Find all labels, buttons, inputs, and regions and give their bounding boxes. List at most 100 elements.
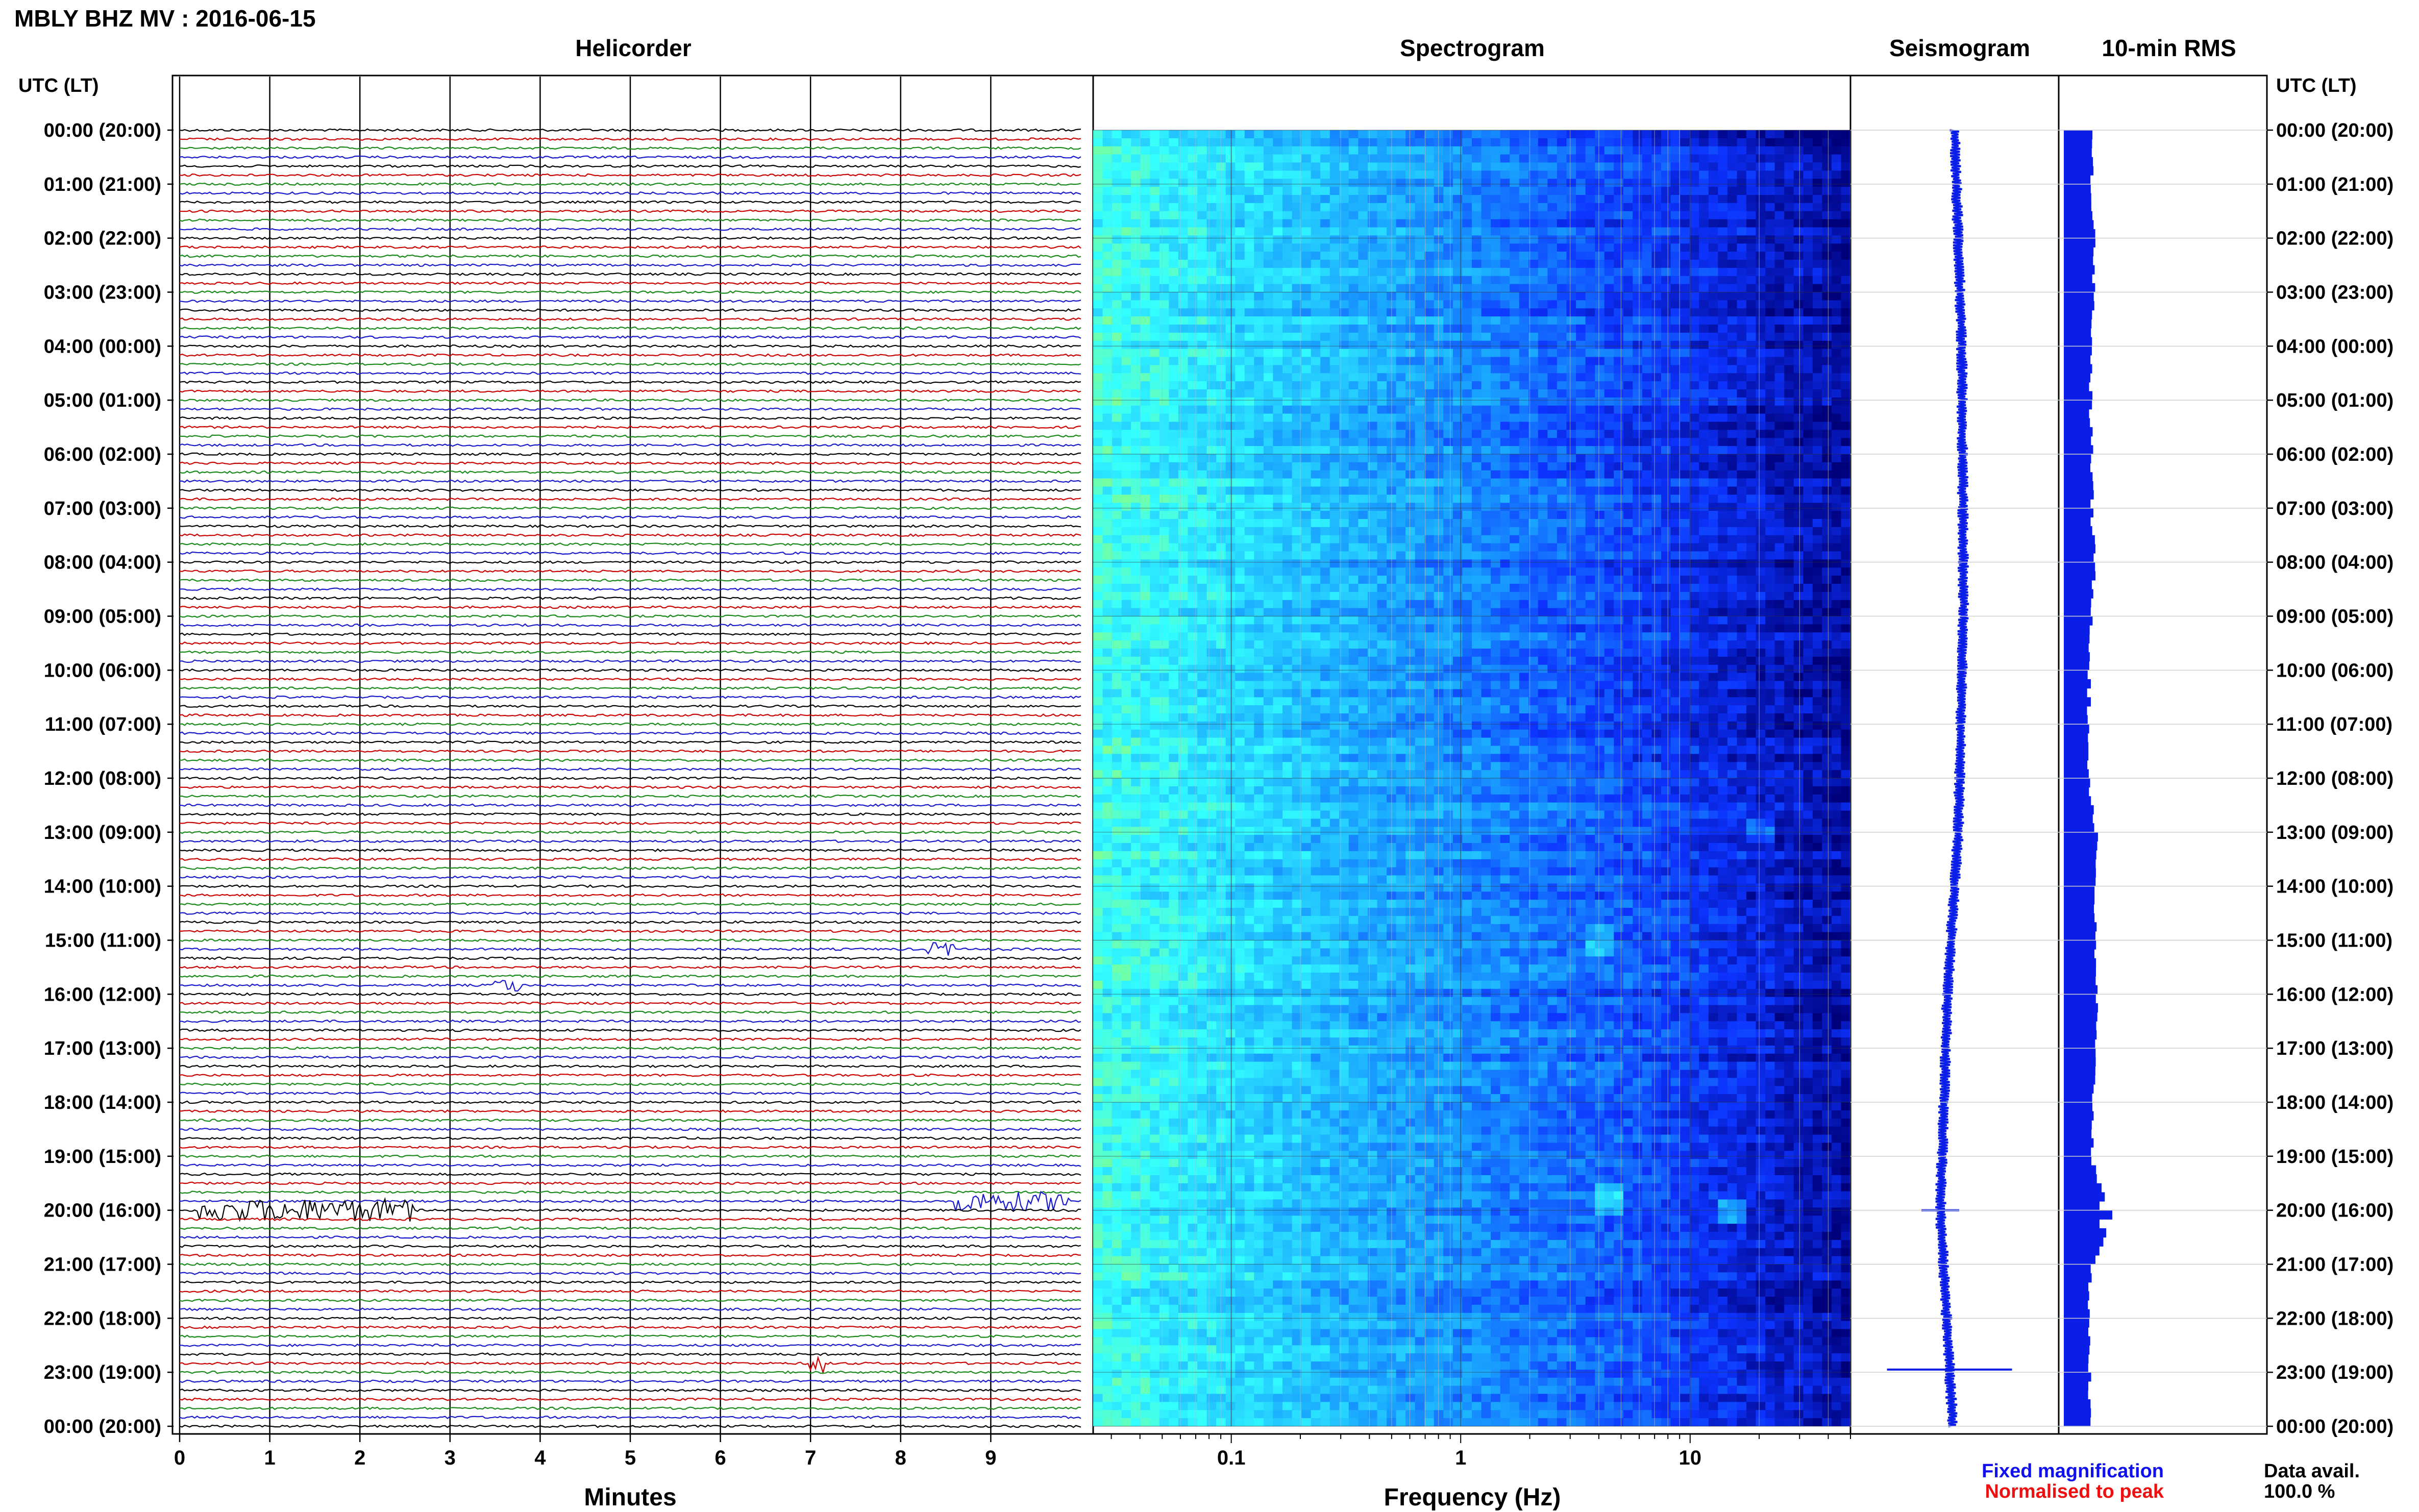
spectrogram-cell — [1329, 252, 1340, 260]
spectrogram-cell — [1651, 138, 1662, 147]
spectrogram-cell — [1689, 252, 1699, 260]
spectrogram-cell — [1699, 187, 1709, 195]
spectrogram-cell — [1746, 170, 1757, 179]
spectrogram-cell — [1614, 170, 1624, 179]
spectrogram-cell — [1727, 195, 1737, 204]
spectrogram-cell — [1367, 308, 1378, 317]
spectrogram-cell — [1197, 267, 1207, 277]
spectrogram-cell — [1254, 340, 1264, 350]
spectrogram-cell — [1434, 430, 1444, 438]
spectrogram-cell — [1793, 267, 1804, 277]
spectrogram-cell — [1547, 559, 1558, 568]
spectrogram-cell — [1424, 454, 1435, 463]
spectrogram-cell — [1452, 146, 1463, 155]
spectrogram-cell — [1557, 438, 1567, 447]
spectrogram-cell — [1841, 405, 1850, 414]
spectrogram-cell — [1112, 486, 1122, 495]
spectrogram-cell — [1708, 170, 1718, 179]
spectrogram-cell — [1481, 470, 1491, 479]
spectrogram-cell — [1093, 462, 1103, 471]
spectrogram-cell — [1784, 179, 1794, 187]
spectrogram-cell — [1169, 179, 1179, 187]
spectrogram-cell — [1604, 503, 1614, 511]
spectrogram-cell — [1585, 567, 1595, 576]
spectrogram-cell — [1510, 397, 1520, 406]
spectrogram-cell — [1254, 535, 1264, 544]
spectrogram-cell — [1329, 397, 1340, 406]
spectrogram-cell — [1718, 430, 1728, 438]
spectrogram-cell — [1510, 162, 1520, 171]
spectrogram-cell — [1633, 203, 1643, 212]
spectrogram-cell — [1121, 260, 1131, 268]
spectrogram-cell — [1329, 608, 1340, 617]
spectrogram-cell — [1576, 243, 1586, 252]
spectrogram-cell — [1708, 154, 1718, 163]
spectrogram-cell — [1519, 340, 1529, 350]
helicorder-trace — [179, 380, 1081, 384]
spectrogram-cell — [1557, 462, 1567, 471]
spectrogram-cell — [1311, 511, 1321, 519]
spectrogram-cell — [1263, 300, 1274, 309]
spectrogram-cell — [1576, 511, 1586, 519]
spectrogram-cell — [1178, 454, 1189, 463]
spectrogram-cell — [1661, 535, 1671, 544]
spectrogram-cell — [1708, 227, 1718, 236]
spectrogram-cell — [1528, 219, 1539, 228]
spectrogram-cell — [1396, 422, 1406, 430]
spectrogram-cell — [1102, 284, 1113, 293]
spectrogram-cell — [1680, 340, 1690, 350]
spectrogram-cell — [1235, 365, 1245, 374]
helicorder-trace — [179, 911, 1081, 915]
spectrogram-cell — [1244, 252, 1254, 260]
spectrogram-cell — [1557, 130, 1567, 139]
spectrogram-cell — [1547, 486, 1558, 495]
spectrogram-cell — [1642, 211, 1652, 220]
spectrogram-cell — [1282, 462, 1293, 471]
spectrogram-cell — [1311, 535, 1321, 544]
spectrogram-cell — [1225, 576, 1236, 584]
spectrogram-cell — [1263, 154, 1274, 163]
spectrogram-cell — [1339, 195, 1349, 204]
spectrogram-cell — [1670, 154, 1681, 163]
spectrogram-cell — [1348, 365, 1359, 374]
spectrogram-cell — [1604, 187, 1614, 195]
spectrogram-cell — [1519, 478, 1529, 487]
spectrogram-cell — [1301, 325, 1312, 333]
spectrogram-cell — [1348, 162, 1359, 171]
spectrogram-cell — [1150, 138, 1160, 147]
spectrogram-cell — [1566, 511, 1576, 519]
spectrogram-cell — [1538, 138, 1548, 147]
spectrogram-cell — [1206, 154, 1217, 163]
spectrogram-cell — [1472, 584, 1482, 592]
spectrogram-cell — [1689, 470, 1699, 479]
spectrogram-cell — [1396, 179, 1406, 187]
spectrogram-cell — [1188, 170, 1198, 179]
spectrogram-cell — [1320, 332, 1330, 341]
spectrogram-cell — [1481, 519, 1491, 528]
spectrogram-cell — [1519, 535, 1529, 544]
spectrogram-cell — [1282, 567, 1293, 576]
spectrogram-cell — [1633, 535, 1643, 544]
spectrogram-cell — [1746, 195, 1757, 204]
spectrogram-cell — [1093, 470, 1103, 479]
spectrogram-cell — [1093, 446, 1103, 455]
spectrogram-cell — [1633, 300, 1643, 309]
spectrogram-cell — [1462, 276, 1472, 285]
spectrogram-cell — [1557, 511, 1567, 519]
spectrogram-cell — [1699, 470, 1709, 479]
spectrogram-cell — [1793, 219, 1804, 228]
spectrogram-cell — [1831, 252, 1842, 260]
spectrogram-cell — [1793, 179, 1804, 187]
spectrogram-cell — [1708, 430, 1718, 438]
spectrogram-cell — [1159, 219, 1169, 228]
spectrogram-cell — [1699, 535, 1709, 544]
helicorder-trace — [179, 938, 1081, 942]
spectrogram-cell — [1595, 276, 1605, 285]
spectrogram-cell — [1396, 300, 1406, 309]
spectrogram-cell — [1159, 478, 1169, 487]
spectrogram-cell — [1377, 179, 1387, 187]
spectrogram-cell — [1481, 203, 1491, 212]
spectrogram-cell — [1263, 494, 1274, 503]
spectrogram-cell — [1803, 470, 1813, 479]
